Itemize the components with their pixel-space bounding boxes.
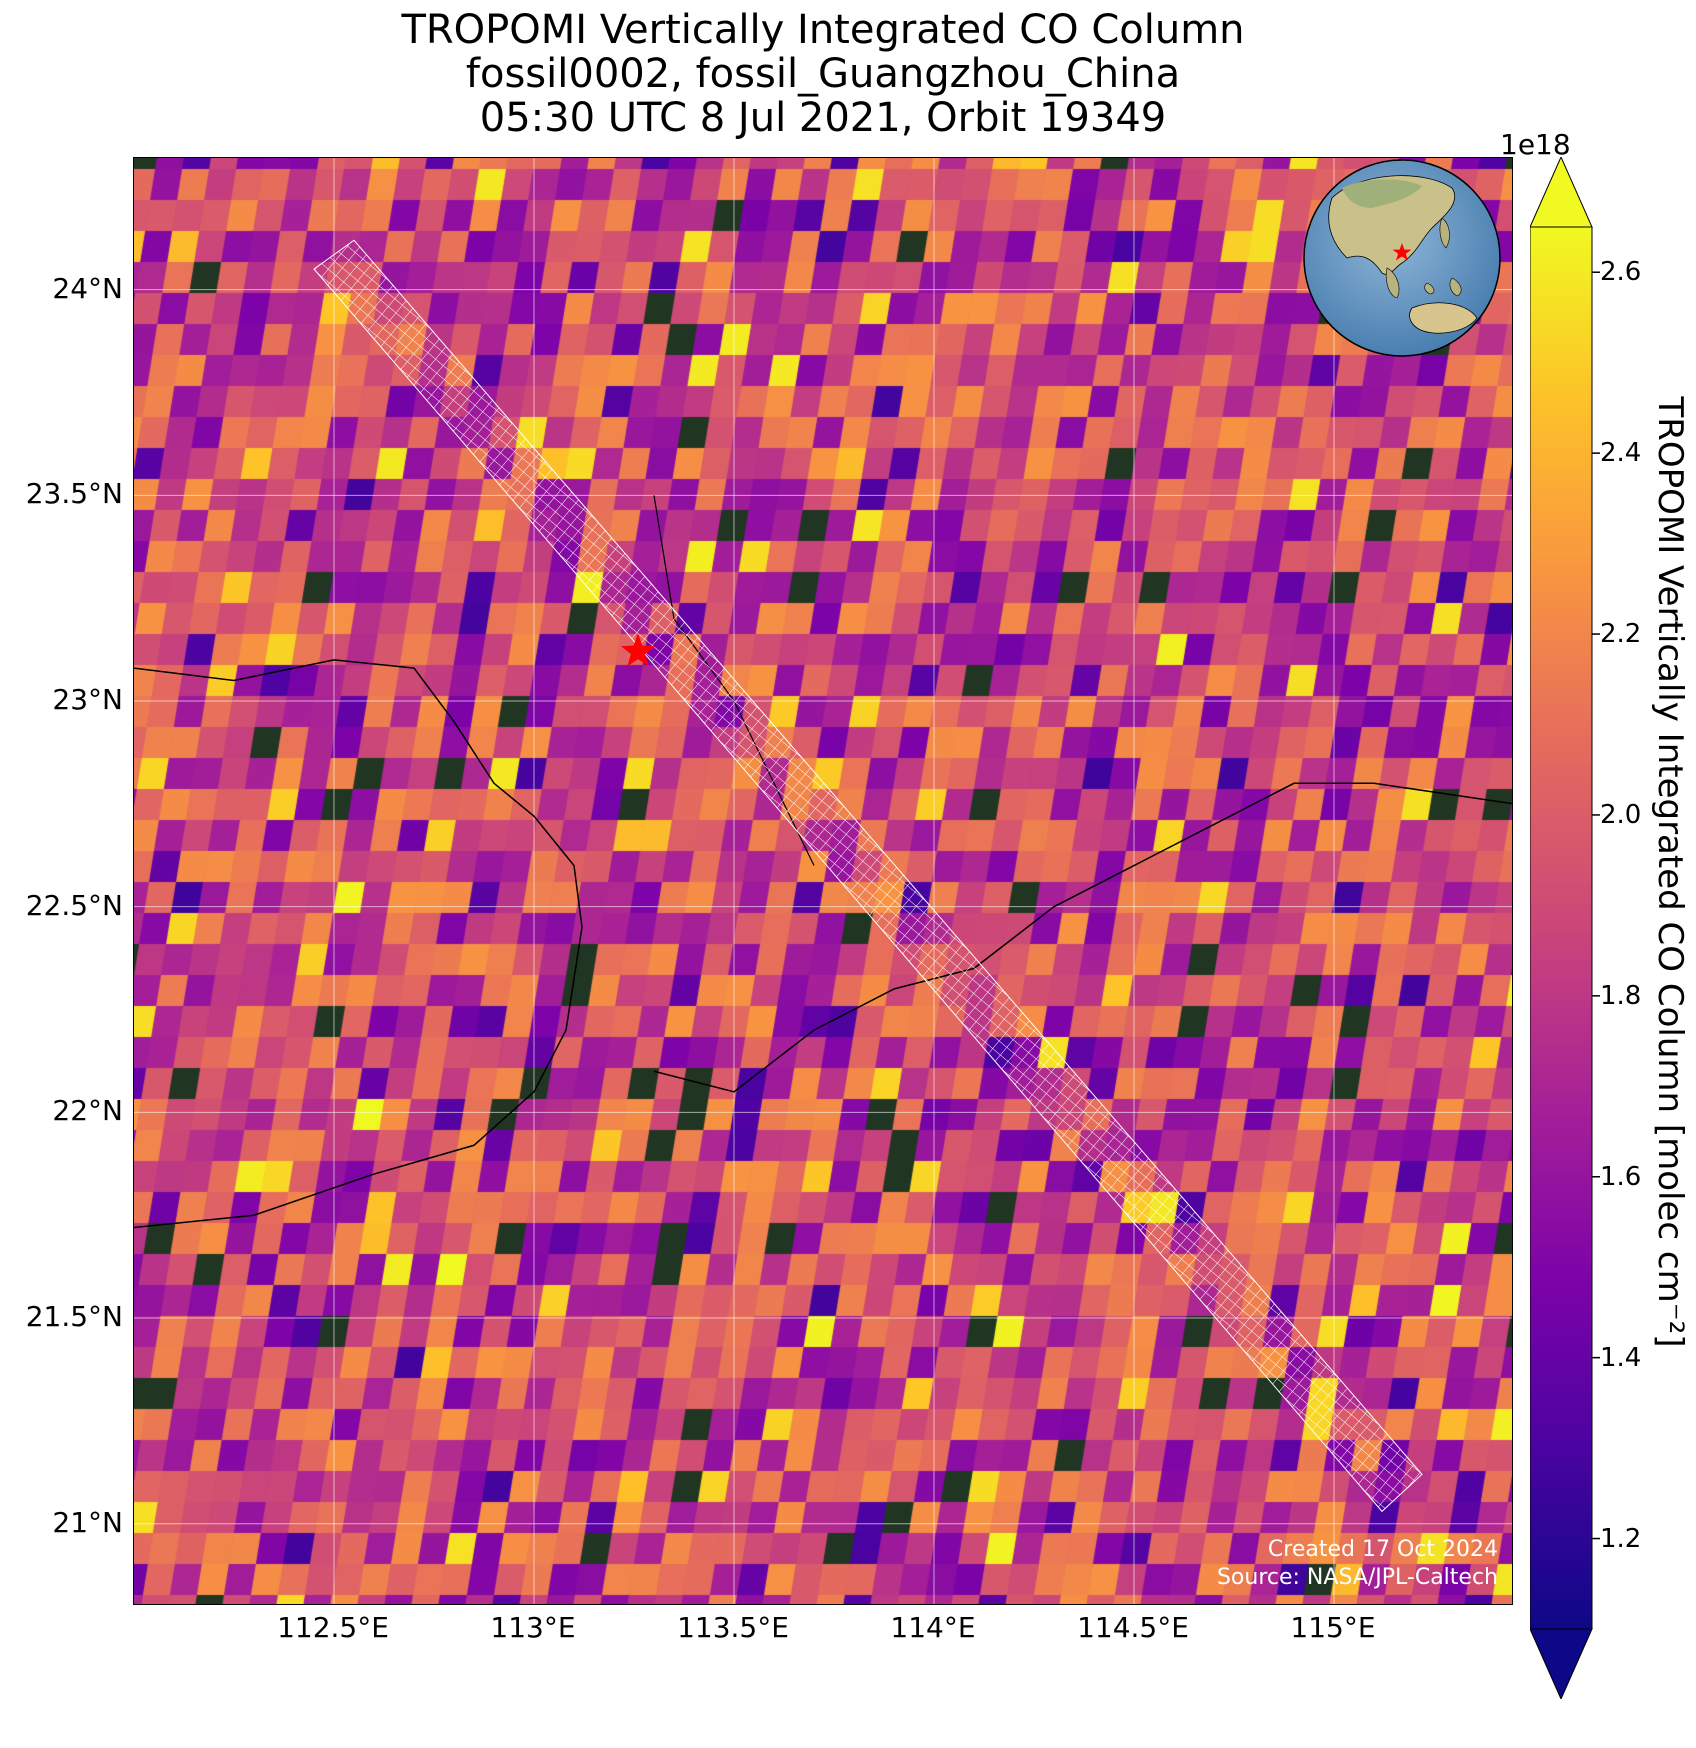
target-star-marker [620,633,656,667]
target-soundings-swath [313,239,1423,1513]
colorbar-tick-label: 2.2 [1600,619,1642,650]
colorbar-tick-label: 1.6 [1600,1161,1642,1192]
longitude-tick-label: 113°E [490,1611,576,1644]
colorbar-label: TROPOMI Vertically Integrated CO Column … [1640,372,1696,1372]
title-line-2: fossil0002, fossil_Guangzhou_China [465,51,1181,97]
colorbar-tick-label: 1.8 [1600,980,1642,1011]
globe-location-star [1392,243,1412,261]
coastline [134,659,583,1229]
colorbar-exponent: 1e18 [1500,128,1571,161]
locator-globe [1303,159,1501,357]
colorbar-gradient [1530,226,1593,1630]
longitude-tick-label: 112.5°E [277,1611,389,1644]
title-line-3: 05:30 UTC 8 Jul 2021, Orbit 19349 [479,95,1167,141]
colorbar-label-text: TROPOMI Vertically Integrated CO Column … [1650,396,1690,1348]
colorbar-tick-label: 2.4 [1600,438,1642,469]
coastline-east [653,782,1512,1093]
colorbar-min-extend [1530,1628,1593,1699]
source-attribution: Source: NASA/JPL-Caltech [1216,1565,1498,1590]
longitude-tick-label: 114°E [890,1611,976,1644]
colorbar-tick-label: 1.4 [1600,1342,1642,1373]
latitude-tick-label: 22.5°N [25,888,123,922]
colorbar [1530,157,1600,1699]
colorbar-tick-label: 1.2 [1600,1523,1642,1554]
latitude-tick-label: 24°N [52,271,123,305]
latitude-tick-label: 22°N [52,1094,123,1128]
colorbar-tick-label: 2.6 [1600,257,1642,288]
title-line-1: TROPOMI Vertically Integrated CO Column [401,7,1245,53]
latitude-tick-label: 23°N [52,683,123,716]
longitude-tick-label: 113.5°E [677,1611,789,1644]
latitude-tick-label: 21.5°N [25,1300,123,1334]
map-panel[interactable]: Created 17 Oct 2024 Source: NASA/JPL-Cal… [133,157,1513,1605]
latitude-tick-label: 23.5°N [25,477,123,511]
colorbar-tick-label: 2.0 [1600,799,1642,830]
longitude-tick-label: 115°E [1290,1611,1376,1644]
longitude-tick-label: 114.5°E [1077,1611,1189,1644]
credit-text: Created 17 Oct 2024 Source: NASA/JPL-Cal… [1217,1536,1498,1592]
map-overlay [134,158,1512,1604]
created-date: Created 17 Oct 2024 [1267,1537,1498,1562]
latitude-tick-label: 21°N [52,1505,123,1539]
colorbar-max-extend [1530,157,1593,228]
